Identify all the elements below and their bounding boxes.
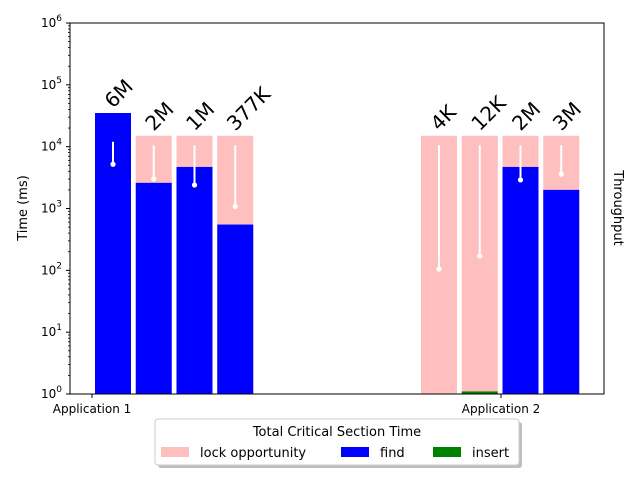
throughput-marker bbox=[151, 176, 157, 182]
throughput-marker bbox=[110, 161, 116, 167]
throughput-marker bbox=[232, 203, 238, 210]
legend-entry-label: lock opportunity bbox=[200, 446, 306, 461]
legend-entry-label: insert bbox=[472, 446, 509, 461]
bar-count-label: 4K bbox=[426, 99, 462, 135]
bar-count-label: 1M bbox=[181, 97, 219, 135]
y-tick-exponent: 0 bbox=[56, 385, 62, 395]
secondary-y-axis-title: Throughput bbox=[610, 169, 625, 246]
y-axis-title: Time (ms) bbox=[16, 175, 31, 242]
x-tick-label: Application 1 bbox=[53, 402, 132, 416]
y-tick-base: 10 bbox=[41, 325, 56, 339]
throughput-marker bbox=[191, 182, 198, 188]
y-tick-exponent: 3 bbox=[56, 200, 62, 210]
bar-count-label: 377K bbox=[222, 81, 276, 135]
bar-insert bbox=[461, 391, 498, 394]
y-tick-label: 105 bbox=[41, 76, 62, 92]
legend-frame bbox=[154, 418, 520, 466]
y-tick-label: 106 bbox=[41, 14, 62, 30]
y-tick-label: 102 bbox=[41, 261, 62, 277]
legend: Total Critical Section Time lock opportu… bbox=[154, 418, 522, 468]
throughput-marker bbox=[436, 266, 442, 272]
x-tick-label: Application 2 bbox=[462, 402, 541, 416]
y-tick-base: 10 bbox=[41, 78, 56, 92]
legend-entry-label: find bbox=[380, 446, 405, 461]
y-tick-exponent: 4 bbox=[56, 138, 62, 148]
bar-count-label: 6M bbox=[100, 74, 138, 112]
y-tick-exponent: 6 bbox=[56, 14, 62, 24]
y-tick-label: 103 bbox=[41, 200, 62, 216]
bar-count-label: 12K bbox=[466, 90, 511, 135]
y-tick-label: 101 bbox=[41, 323, 62, 339]
bar-find bbox=[135, 182, 172, 394]
bar-find bbox=[176, 166, 213, 394]
legend-swatch bbox=[161, 447, 189, 457]
legend-swatch bbox=[433, 447, 461, 457]
bar-count-label: 3M bbox=[548, 97, 586, 135]
y-tick-base: 10 bbox=[41, 263, 56, 277]
y-tick-base: 10 bbox=[41, 202, 56, 216]
bar-find bbox=[543, 189, 580, 394]
bar-count-label: 2M bbox=[140, 97, 178, 135]
y-tick-exponent: 2 bbox=[56, 261, 62, 271]
legend-entries: lock opportunity find insert bbox=[161, 446, 509, 461]
bar-find bbox=[217, 224, 254, 394]
y-tick-label: 104 bbox=[41, 138, 62, 154]
y-tick-base: 10 bbox=[41, 16, 56, 30]
y-tick-base: 10 bbox=[41, 140, 56, 154]
y-tick-label: 100 bbox=[41, 385, 62, 401]
legend-title: Total Critical Section Time bbox=[252, 425, 421, 440]
throughput-marker bbox=[477, 253, 483, 259]
bar-find bbox=[502, 166, 539, 394]
y-tick-exponent: 1 bbox=[56, 323, 62, 333]
legend-swatch bbox=[341, 447, 369, 457]
throughput-marker bbox=[558, 171, 564, 177]
y-tick-base: 10 bbox=[41, 387, 56, 401]
throughput-marker bbox=[517, 177, 524, 183]
bar-count-label: 2M bbox=[507, 97, 545, 135]
y-tick-exponent: 5 bbox=[56, 76, 62, 86]
